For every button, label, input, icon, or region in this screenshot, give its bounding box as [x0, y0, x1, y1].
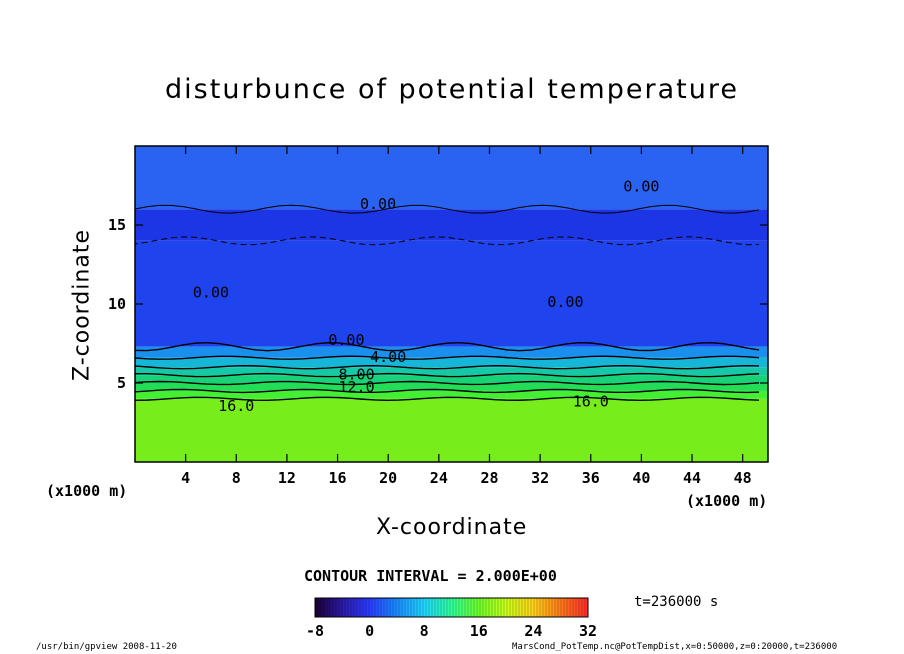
y-tick-label: 10 — [107, 295, 126, 313]
contour-line-2 — [135, 388, 760, 394]
heat-layer-9 — [135, 146, 768, 210]
x-tick-label: 40 — [632, 469, 651, 487]
contour-label: 0.00 — [360, 195, 396, 213]
contour-label: 8.00 — [338, 366, 374, 384]
contour-label: 12.0 — [338, 378, 374, 396]
heat-layer-3 — [135, 375, 768, 383]
y-axis-title: Z-coordinate — [69, 229, 95, 381]
heat-layer-7 — [135, 240, 768, 347]
contour-interval: CONTOUR INTERVAL = 2.000E+00 — [304, 567, 557, 585]
heatmap-contours — [135, 204, 760, 401]
contour-line-7 — [135, 341, 760, 352]
time-label: t=236000 s — [634, 594, 719, 610]
colorbar-tick-label: 0 — [365, 622, 375, 640]
contour-label: 4.00 — [370, 348, 406, 366]
x-tick-label: 28 — [480, 469, 499, 487]
colorbar-tick-label: 8 — [419, 622, 429, 640]
contour-line-8 — [135, 236, 760, 246]
contour-label: 0.00 — [623, 178, 659, 196]
heat-layer-1 — [135, 390, 768, 399]
heat-layer-8 — [135, 209, 768, 241]
colorbar-tick-label: 16 — [469, 622, 488, 640]
x-tick-label: 24 — [429, 469, 448, 487]
contour-line-6 — [135, 355, 760, 360]
contour-line-9 — [135, 204, 760, 214]
x-tick-label: 32 — [531, 469, 550, 487]
contour-label: 0.00 — [328, 331, 364, 349]
chart-title: disturbunce of potential temperature — [165, 74, 739, 105]
colorbar-tick-label: -8 — [305, 622, 325, 640]
x-tick-label: 48 — [733, 469, 752, 487]
x-tick-label: 20 — [379, 469, 398, 487]
tick-marks — [135, 146, 768, 462]
contour-line-5 — [135, 365, 760, 370]
x-tick-label: 36 — [581, 469, 600, 487]
heat-layer-0 — [135, 398, 768, 462]
heat-layer-4 — [135, 367, 768, 376]
contour-line-1 — [135, 396, 760, 401]
colorbar-tick-label: 24 — [524, 622, 543, 640]
contour-label: 16.0 — [573, 392, 609, 410]
contour-label: 0.00 — [193, 283, 229, 301]
contour-label: 0.00 — [547, 293, 583, 311]
footer-right: MarsCond_PotTemp.nc@PotTempDist,x=0:5000… — [512, 642, 838, 652]
x-tick-label: 4 — [181, 469, 191, 487]
contour-line-3 — [135, 380, 760, 386]
y-tick-label: 5 — [116, 374, 126, 392]
x-axis-title: X-coordinate — [376, 515, 528, 540]
y-tick-label: 15 — [107, 216, 126, 234]
footer-left: /usr/bin/gpview 2008-11-20 — [36, 642, 177, 652]
colorbar-tick-label: 32 — [578, 622, 598, 640]
heatmap-layers — [135, 146, 768, 462]
colorbar-stripes — [317, 598, 586, 617]
contour-line-4 — [135, 372, 760, 378]
heat-layer-5 — [135, 357, 768, 368]
x-tick-label: 16 — [328, 469, 347, 487]
heat-layer-2 — [135, 383, 768, 391]
heat-layer-6 — [135, 346, 768, 358]
x-tick-label: 12 — [277, 469, 296, 487]
contour-label: 16.0 — [218, 397, 254, 415]
colorbar — [314, 597, 589, 618]
x-unit-right: (x1000 m) — [686, 492, 768, 510]
x-tick-label: 44 — [683, 469, 702, 487]
x-tick-label: 8 — [231, 469, 241, 487]
x-unit-left: (x1000 m) — [46, 482, 128, 500]
